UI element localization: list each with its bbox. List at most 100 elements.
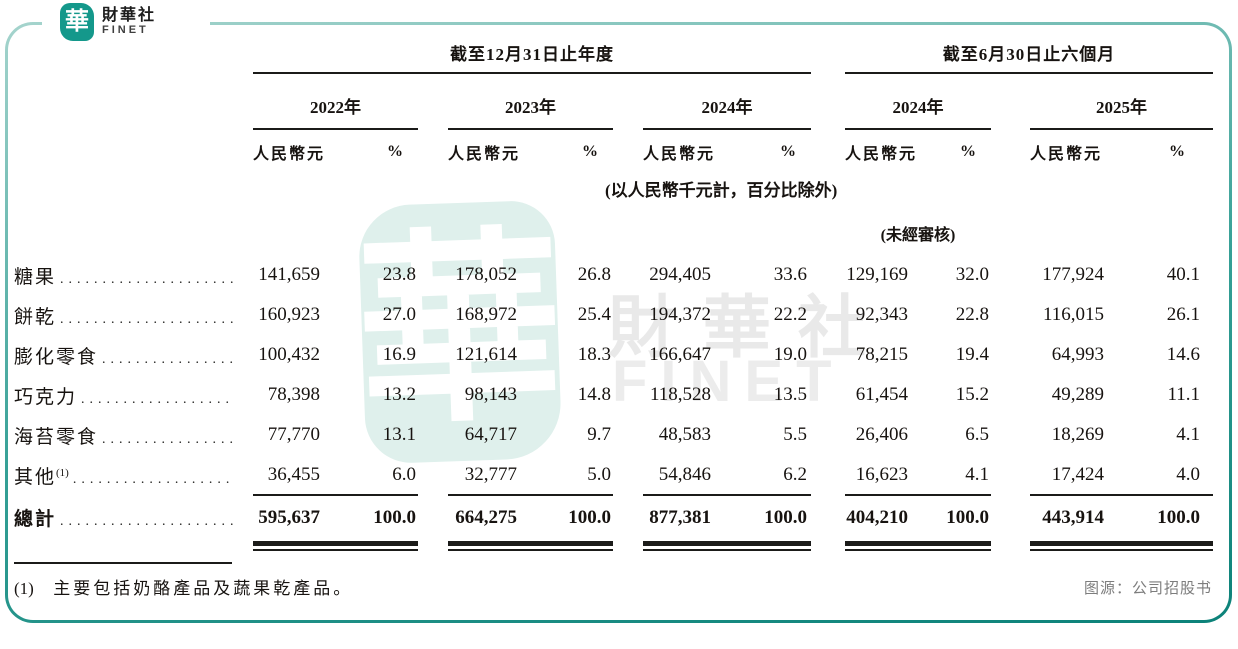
cell-amount: 61,454 [855, 384, 908, 405]
double-rule [908, 541, 991, 551]
year-header-2023: 2023年 [448, 73, 613, 130]
cell-percent: 33.6 [773, 264, 807, 285]
amount-column-header: 人民幣元 [1030, 145, 1103, 163]
amount-column-header: 人民幣元 [253, 145, 326, 163]
year-header-2025-interim: 2025年 [1030, 73, 1213, 130]
cell-amount: 36,455 [267, 463, 320, 485]
cell-amount: 98,143 [464, 384, 517, 405]
cell-percent: 26.1 [1166, 304, 1200, 325]
total-label: 總計 [14, 509, 57, 530]
watermark-text-en: FINET [612, 349, 845, 414]
cell-amount: 166,647 [649, 344, 711, 365]
unaudited-note: (未經審核) [880, 227, 956, 244]
cell-amount: 48,583 [658, 424, 711, 445]
percent-column-header: % [960, 142, 976, 160]
double-rule [253, 541, 320, 551]
dot-leader [69, 472, 233, 488]
cell-amount: 404,210 [845, 494, 908, 540]
cell-amount: 78,398 [267, 384, 320, 405]
percent-column-header: % [387, 142, 403, 160]
cell-percent: 6.2 [783, 463, 807, 485]
double-rule-row [14, 540, 1213, 552]
dot-leader [56, 272, 233, 288]
footnote-rule [14, 562, 232, 564]
cell-percent: 100.0 [908, 494, 991, 540]
unit-note: (以人民幣千元計，百分比除外) [605, 180, 838, 200]
percent-column-header: % [1169, 142, 1185, 160]
double-rule [711, 541, 811, 551]
cell-amount: 49,289 [1051, 384, 1104, 405]
group-header-interim: 截至6月30日止六個月 [845, 40, 1213, 74]
cell-percent: 22.8 [955, 304, 989, 325]
double-rule [320, 541, 418, 551]
cell-amount: 16,623 [855, 463, 908, 485]
cell-amount: 177,924 [1042, 264, 1104, 285]
cell-percent: 18.3 [577, 344, 611, 365]
cell-percent: 23.8 [382, 264, 416, 285]
double-rule [448, 541, 517, 551]
cell-amount: 77,770 [267, 424, 320, 445]
cell-amount: 168,972 [455, 304, 517, 325]
footnote: (1) 主要包括奶酪產品及蔬果乾產品。 [14, 574, 353, 599]
cell-percent: 19.0 [773, 344, 807, 365]
logo: 華 財華社 FINET [60, 3, 156, 41]
cell-amount: 54,846 [658, 463, 711, 485]
logo-name-en: FINET [102, 24, 149, 37]
dot-leader [77, 392, 233, 408]
amount-column-header: 人民幣元 [845, 145, 918, 163]
logo-words: 財華社 FINET [102, 7, 156, 37]
table-row: 糖果 141,659 23.8 178,052 26.8 294,405 33.6 129,1… [14, 255, 1213, 295]
cell-percent: 40.1 [1166, 264, 1200, 285]
row-label: 其他 [14, 466, 57, 488]
cell-percent: 32.0 [955, 264, 989, 285]
cell-amount: 121,614 [455, 344, 517, 365]
year-header-2024-interim: 2024年 [845, 73, 991, 130]
cell-amount: 64,717 [464, 424, 517, 445]
double-rule [517, 541, 613, 551]
cell-amount: 78,215 [855, 344, 908, 365]
cell-amount: 877,381 [643, 494, 711, 540]
year-header-2022: 2022年 [253, 73, 418, 130]
table-row: 餅乾 160,923 27.0 168,972 25.4 194,372 22.2 92,34… [14, 295, 1213, 335]
footnote-marker: (1) [14, 579, 34, 598]
cell-amount: 64,993 [1051, 344, 1104, 365]
cell-amount: 118,528 [649, 384, 711, 405]
cell-percent: 13.1 [382, 424, 416, 445]
cell-percent: 6.0 [392, 463, 416, 485]
row-label-superscript: (1) [56, 466, 69, 479]
cell-percent: 6.5 [965, 424, 989, 445]
amount-column-header: 人民幣元 [448, 145, 521, 163]
double-rule [643, 541, 711, 551]
cell-amount: 92,343 [855, 304, 908, 325]
cell-percent: 14.8 [577, 384, 611, 405]
cell-percent: 5.5 [783, 424, 807, 445]
percent-column-header: % [582, 142, 598, 160]
dot-leader [98, 352, 233, 368]
cell-amount: 129,169 [846, 264, 908, 285]
cell-percent: 5.0 [587, 463, 611, 485]
row-label: 餅乾 [14, 306, 57, 328]
cell-amount: 443,914 [1030, 494, 1104, 540]
row-label: 膨化零食 [14, 346, 99, 368]
cell-amount: 116,015 [1042, 304, 1104, 325]
cell-percent: 14.6 [1166, 344, 1200, 365]
cell-percent: 22.2 [773, 304, 807, 325]
table-row: 巧克力 78,398 13.2 98,143 14.8 118,528 13.5 61,454… [14, 375, 1213, 415]
table-row: 海苔零食 77,770 13.1 64,717 9.7 48,583 5.5 26,406 6.… [14, 415, 1213, 455]
source-credit: 图源：公司招股书 [1083, 580, 1212, 597]
cell-amount: 664,275 [448, 494, 517, 540]
cell-amount: 100,432 [258, 344, 320, 365]
table-row: 其他(1) 36,455 6.0 32,777 5.0 54,846 6.2 16,623 4.… [14, 455, 1213, 495]
cell-amount: 160,923 [258, 304, 320, 325]
cell-percent: 4.0 [1176, 463, 1200, 485]
cell-percent: 26.8 [577, 264, 611, 285]
cell-percent: 4.1 [1176, 424, 1200, 445]
row-label: 海苔零食 [14, 426, 99, 448]
cell-amount: 26,406 [855, 424, 908, 445]
cell-percent: 4.1 [965, 463, 989, 485]
revenue-table: 截至12月31日止年度 截至6月30日止六個月 2022年 2023年 2024… [14, 40, 1213, 552]
cell-amount: 141,659 [258, 264, 320, 285]
cell-amount: 595,637 [253, 494, 320, 540]
cell-percent: 27.0 [382, 304, 416, 325]
